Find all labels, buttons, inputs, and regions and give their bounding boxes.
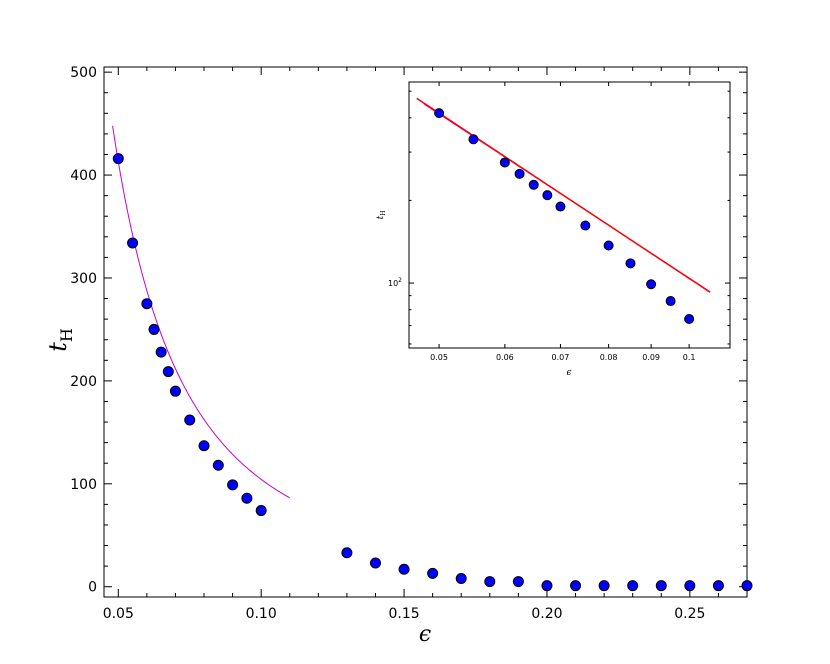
main-data-point <box>184 414 196 426</box>
inset-x-tick-label: 0.06 <box>496 353 514 362</box>
main-data-point <box>512 576 524 588</box>
inset-data-point <box>468 134 479 145</box>
inset-data-point <box>499 157 510 168</box>
inset-y-tick-label-exp: 2 <box>398 277 402 284</box>
main-data-point <box>169 385 181 397</box>
inset-data-point <box>580 220 591 231</box>
main-plot: 0.05 0.10 0.15 0.20 0.25 0 100 200 300 400 500 ϵ t… <box>44 65 753 647</box>
inset-x-tick-label: 0.05 <box>430 353 448 362</box>
main-data-point <box>227 479 239 491</box>
main-data-point <box>655 580 667 592</box>
main-data-point <box>127 237 139 249</box>
inset-data-point <box>625 258 636 269</box>
inset-data-point <box>514 168 525 179</box>
inset-x-tick-label: 0.08 <box>600 353 618 362</box>
inset-plot: 0.05 0.06 0.07 0.08 0.09 0.1 102 ϵ tH <box>376 81 731 378</box>
main-data-point <box>155 346 167 358</box>
main-plot-frame <box>103 66 748 598</box>
inset-data-point <box>542 190 553 201</box>
main-data-point <box>255 505 267 517</box>
inset-series <box>416 97 711 324</box>
main-y-tick-label: 500 <box>70 65 97 81</box>
main-ticks <box>104 67 747 597</box>
main-x-tick-label: 0.10 <box>246 606 277 622</box>
inset-y-tick-label: 102 <box>388 277 402 288</box>
inset-y-axis-label: tH <box>376 211 387 220</box>
main-data-point <box>369 557 381 569</box>
main-y-axis-label: tH <box>44 328 76 352</box>
inset-data-point <box>684 313 695 324</box>
inset-data-point <box>434 108 445 119</box>
main-y-axis-label-sub: H <box>57 328 76 342</box>
main-y-tick-label: 200 <box>70 374 97 390</box>
main-data-point <box>241 492 253 504</box>
main-fit-curve <box>112 125 291 499</box>
main-data-point <box>212 459 224 471</box>
main-data-point <box>712 580 724 592</box>
main-y-axis-label-main: t <box>44 342 72 352</box>
main-data-point <box>141 298 153 310</box>
inset-data-point <box>646 279 657 290</box>
inset-tick-labels: 0.05 0.06 0.07 0.08 0.09 0.1 102 <box>388 277 696 362</box>
inset-y-tick-label-base: 10 <box>388 279 398 288</box>
inset-x-tick-label: 0.07 <box>552 353 570 362</box>
inset-ticks <box>409 82 730 348</box>
inset-x-tick-label: 0.1 <box>683 353 696 362</box>
main-data-point <box>198 440 210 452</box>
main-data-point <box>541 580 553 592</box>
main-data-point <box>398 563 410 575</box>
main-y-tick-label: 300 <box>70 271 97 287</box>
inset-y-axis-label-sub: H <box>380 211 387 216</box>
inset-data-point <box>528 179 539 190</box>
main-data-point <box>162 366 174 378</box>
main-y-tick-label: 400 <box>70 168 97 184</box>
inset-x-tick-label: 0.09 <box>642 353 660 362</box>
main-x-tick-label: 0.25 <box>674 606 705 622</box>
main-data-point <box>455 572 467 584</box>
main-tick-labels: 0.05 0.10 0.15 0.20 0.25 0 100 200 300 400 500 <box>70 65 705 622</box>
main-data-point <box>598 580 610 592</box>
inset-x-axis-label: ϵ <box>566 368 571 378</box>
main-data-point <box>570 580 582 592</box>
main-data-point <box>684 580 696 592</box>
main-x-tick-label: 0.05 <box>103 606 134 622</box>
main-data-point <box>427 567 439 579</box>
main-y-tick-label: 100 <box>70 477 97 493</box>
main-x-axis-label: ϵ <box>419 622 431 647</box>
main-data-point <box>341 547 353 559</box>
inset-data-point <box>603 240 614 251</box>
main-x-tick-label: 0.20 <box>531 606 562 622</box>
main-x-tick-label: 0.15 <box>388 606 419 622</box>
inset-plot-frame <box>408 81 731 349</box>
main-series <box>112 125 753 592</box>
main-data-point <box>112 153 124 165</box>
inset-data-point <box>665 296 676 307</box>
inset-reference-line <box>416 97 711 293</box>
main-data-point <box>627 580 639 592</box>
main-data-point <box>484 576 496 588</box>
main-data-point <box>741 580 753 592</box>
main-data-point <box>148 323 160 335</box>
inset-data-point <box>555 201 566 212</box>
inset-y-axis-label-main: t <box>376 215 386 219</box>
main-y-tick-label: 0 <box>88 580 97 596</box>
